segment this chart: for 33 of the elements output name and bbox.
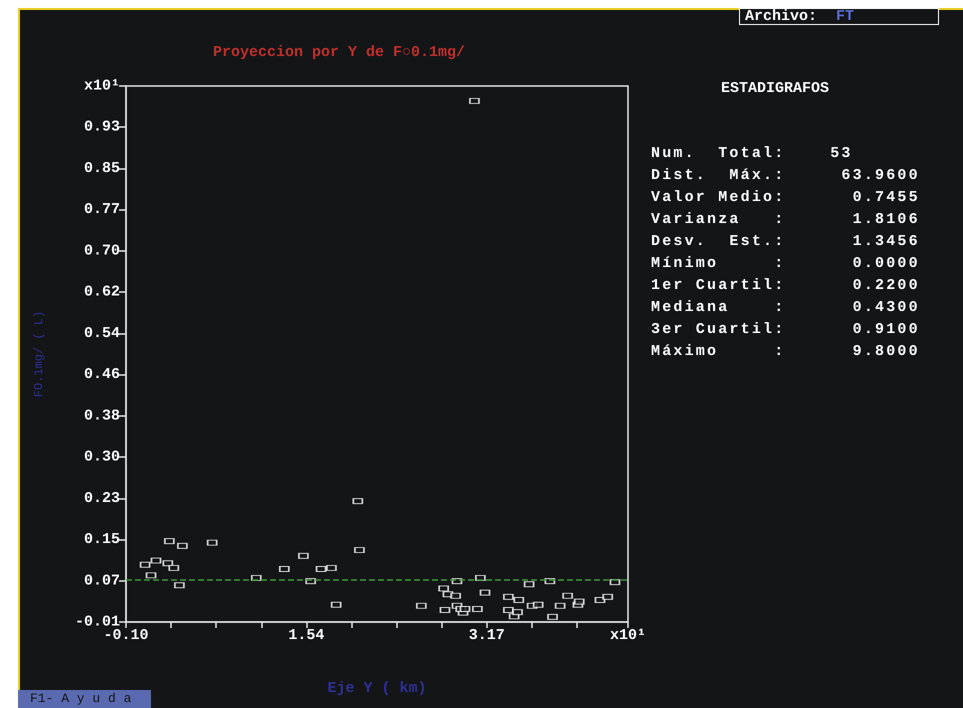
text: F1- A y u d a <box>30 691 132 706</box>
y-tick-label: x10¹ <box>84 78 120 94</box>
y-tick-label: 0.38 <box>84 407 120 424</box>
x-tick-label: x10¹ <box>610 627 646 644</box>
x-axis-title: Eje Y ( km) <box>327 680 427 697</box>
y-tick-label: 0.93 <box>84 118 120 136</box>
y-tick-label: 0.54 <box>84 324 120 342</box>
y-tick-label: 0.62 <box>84 284 120 301</box>
y-tick-label: 0.77 <box>84 201 120 218</box>
y-tick-label: 0.70 <box>84 242 120 260</box>
y-tick-label: 0.07 <box>84 572 120 590</box>
text: Mediana : 0.4300 <box>651 299 920 316</box>
text: ESTADIGRAFOS <box>721 80 830 97</box>
y-tick-label: 0.46 <box>84 366 120 384</box>
x-tick-label: 1.54 <box>288 627 324 644</box>
text: Archivo: <box>745 8 818 25</box>
text: 3er Cuartil: 0.9100 <box>651 321 920 338</box>
text: Desv. Est.: 1.3456 <box>651 233 920 250</box>
text: Num. Total: 53 <box>651 145 853 162</box>
text: 1er Cuartil: 0.2200 <box>651 277 920 294</box>
y-tick-label: 0.23 <box>84 490 120 507</box>
chart-title: Proyeccion por Y de F○0.1mg/ <box>213 44 466 61</box>
y-axis-title: FO.1mg/ ( L) <box>32 310 46 398</box>
y-tick-label: 0.30 <box>84 448 120 466</box>
text: Varianza : 1.8106 <box>651 211 920 228</box>
text: Mínimo : 0.0000 <box>651 255 920 272</box>
text: Valor Medio: 0.7455 <box>651 189 920 206</box>
y-tick-label: 0.15 <box>84 531 120 548</box>
text: Máximo : 9.8000 <box>651 343 920 360</box>
x-tick-label: 3.17 <box>468 627 505 644</box>
text: FT <box>836 8 854 25</box>
y-tick-label: 0.85 <box>84 160 120 177</box>
text: Dist. Máx.: 63.9600 <box>651 167 920 184</box>
